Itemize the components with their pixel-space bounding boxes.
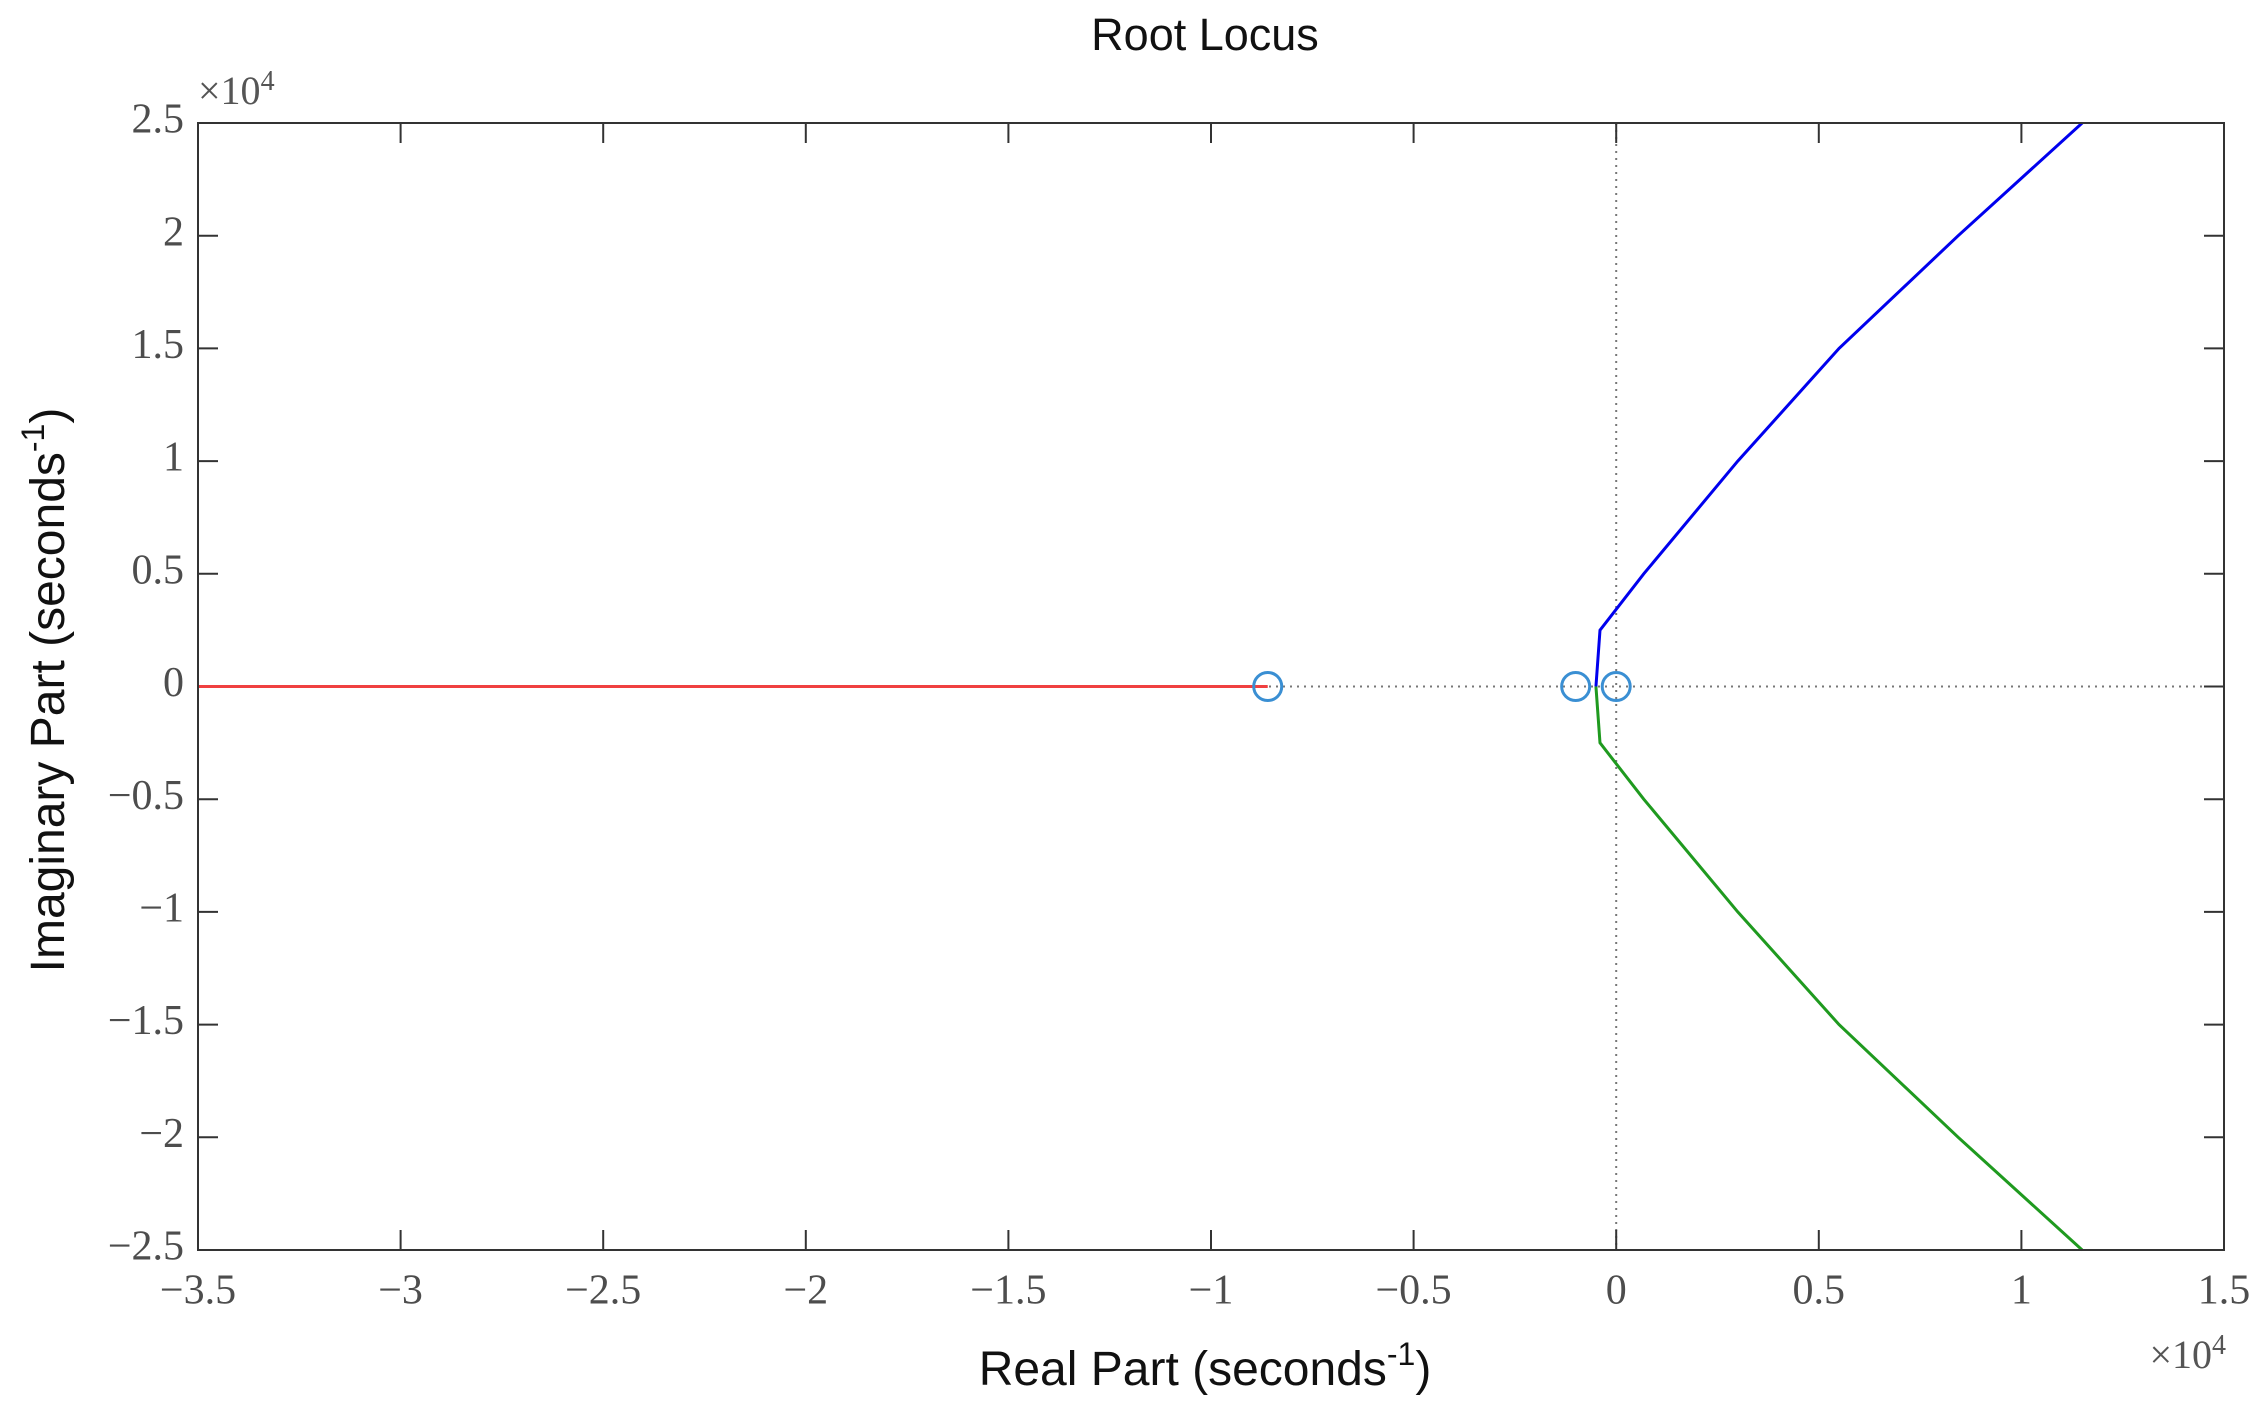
x-axis-label-sup: -1	[1387, 1336, 1415, 1372]
y-tick-label: 1.5	[132, 322, 185, 368]
y-axis-label-sup: -1	[15, 424, 51, 452]
y-tick-label: 2.5	[132, 97, 185, 143]
y-tick-label: 0	[163, 660, 184, 706]
x-tick-label: −3.5	[160, 1268, 236, 1314]
x-axis-label-text: Real Part (seconds	[979, 1343, 1387, 1396]
y-multiplier-base: ×10	[198, 68, 261, 113]
locus-branch	[1594, 121, 2084, 687]
locus-branch	[1594, 686, 2084, 1252]
chart-title: Root Locus	[1091, 9, 1319, 60]
y-multiplier: ×104	[198, 66, 275, 113]
x-tick-label: 0	[1606, 1268, 1627, 1314]
plot-frame	[197, 122, 2225, 1251]
y-tick-label: 2	[163, 209, 184, 255]
x-tick-label: 1	[2011, 1268, 2032, 1314]
y-tick-label: 0.5	[132, 547, 185, 593]
y-tick-label: −0.5	[108, 773, 184, 819]
y-axis-label: Imaginary Part (seconds-1)	[15, 408, 75, 973]
x-tick-label: −1.5	[970, 1268, 1046, 1314]
x-axis-label: Real Part (seconds-1)	[979, 1336, 1432, 1396]
x-tick-label: −2.5	[565, 1268, 641, 1314]
y-tick-label: −2.5	[108, 1224, 184, 1270]
x-tick-label: −0.5	[1376, 1268, 1452, 1314]
x-tick-label: −3	[378, 1268, 423, 1314]
x-tick-label: −2	[783, 1268, 828, 1314]
x-tick-label: −1	[1189, 1268, 1234, 1314]
x-multiplier-exp: 4	[2212, 1330, 2226, 1361]
y-axis-label-end: )	[22, 408, 75, 424]
zero-marker	[1600, 671, 1632, 702]
x-tick-label: 0.5	[1793, 1268, 1846, 1314]
x-axis-label-end: )	[1415, 1343, 1431, 1396]
x-multiplier-base: ×10	[2149, 1332, 2212, 1377]
y-tick-label: −1	[139, 886, 184, 932]
x-tick-label: 1.5	[2198, 1268, 2251, 1314]
zero-marker	[1252, 671, 1284, 702]
y-tick-label: −1.5	[108, 998, 184, 1044]
y-tick-label: 1	[163, 435, 184, 481]
y-axis-label-text: Imaginary Part (seconds	[22, 452, 75, 972]
zero-marker	[1560, 671, 1592, 702]
x-multiplier: ×104	[2149, 1330, 2226, 1377]
y-multiplier-exp: 4	[261, 66, 275, 97]
y-tick-label: −2	[139, 1111, 184, 1157]
